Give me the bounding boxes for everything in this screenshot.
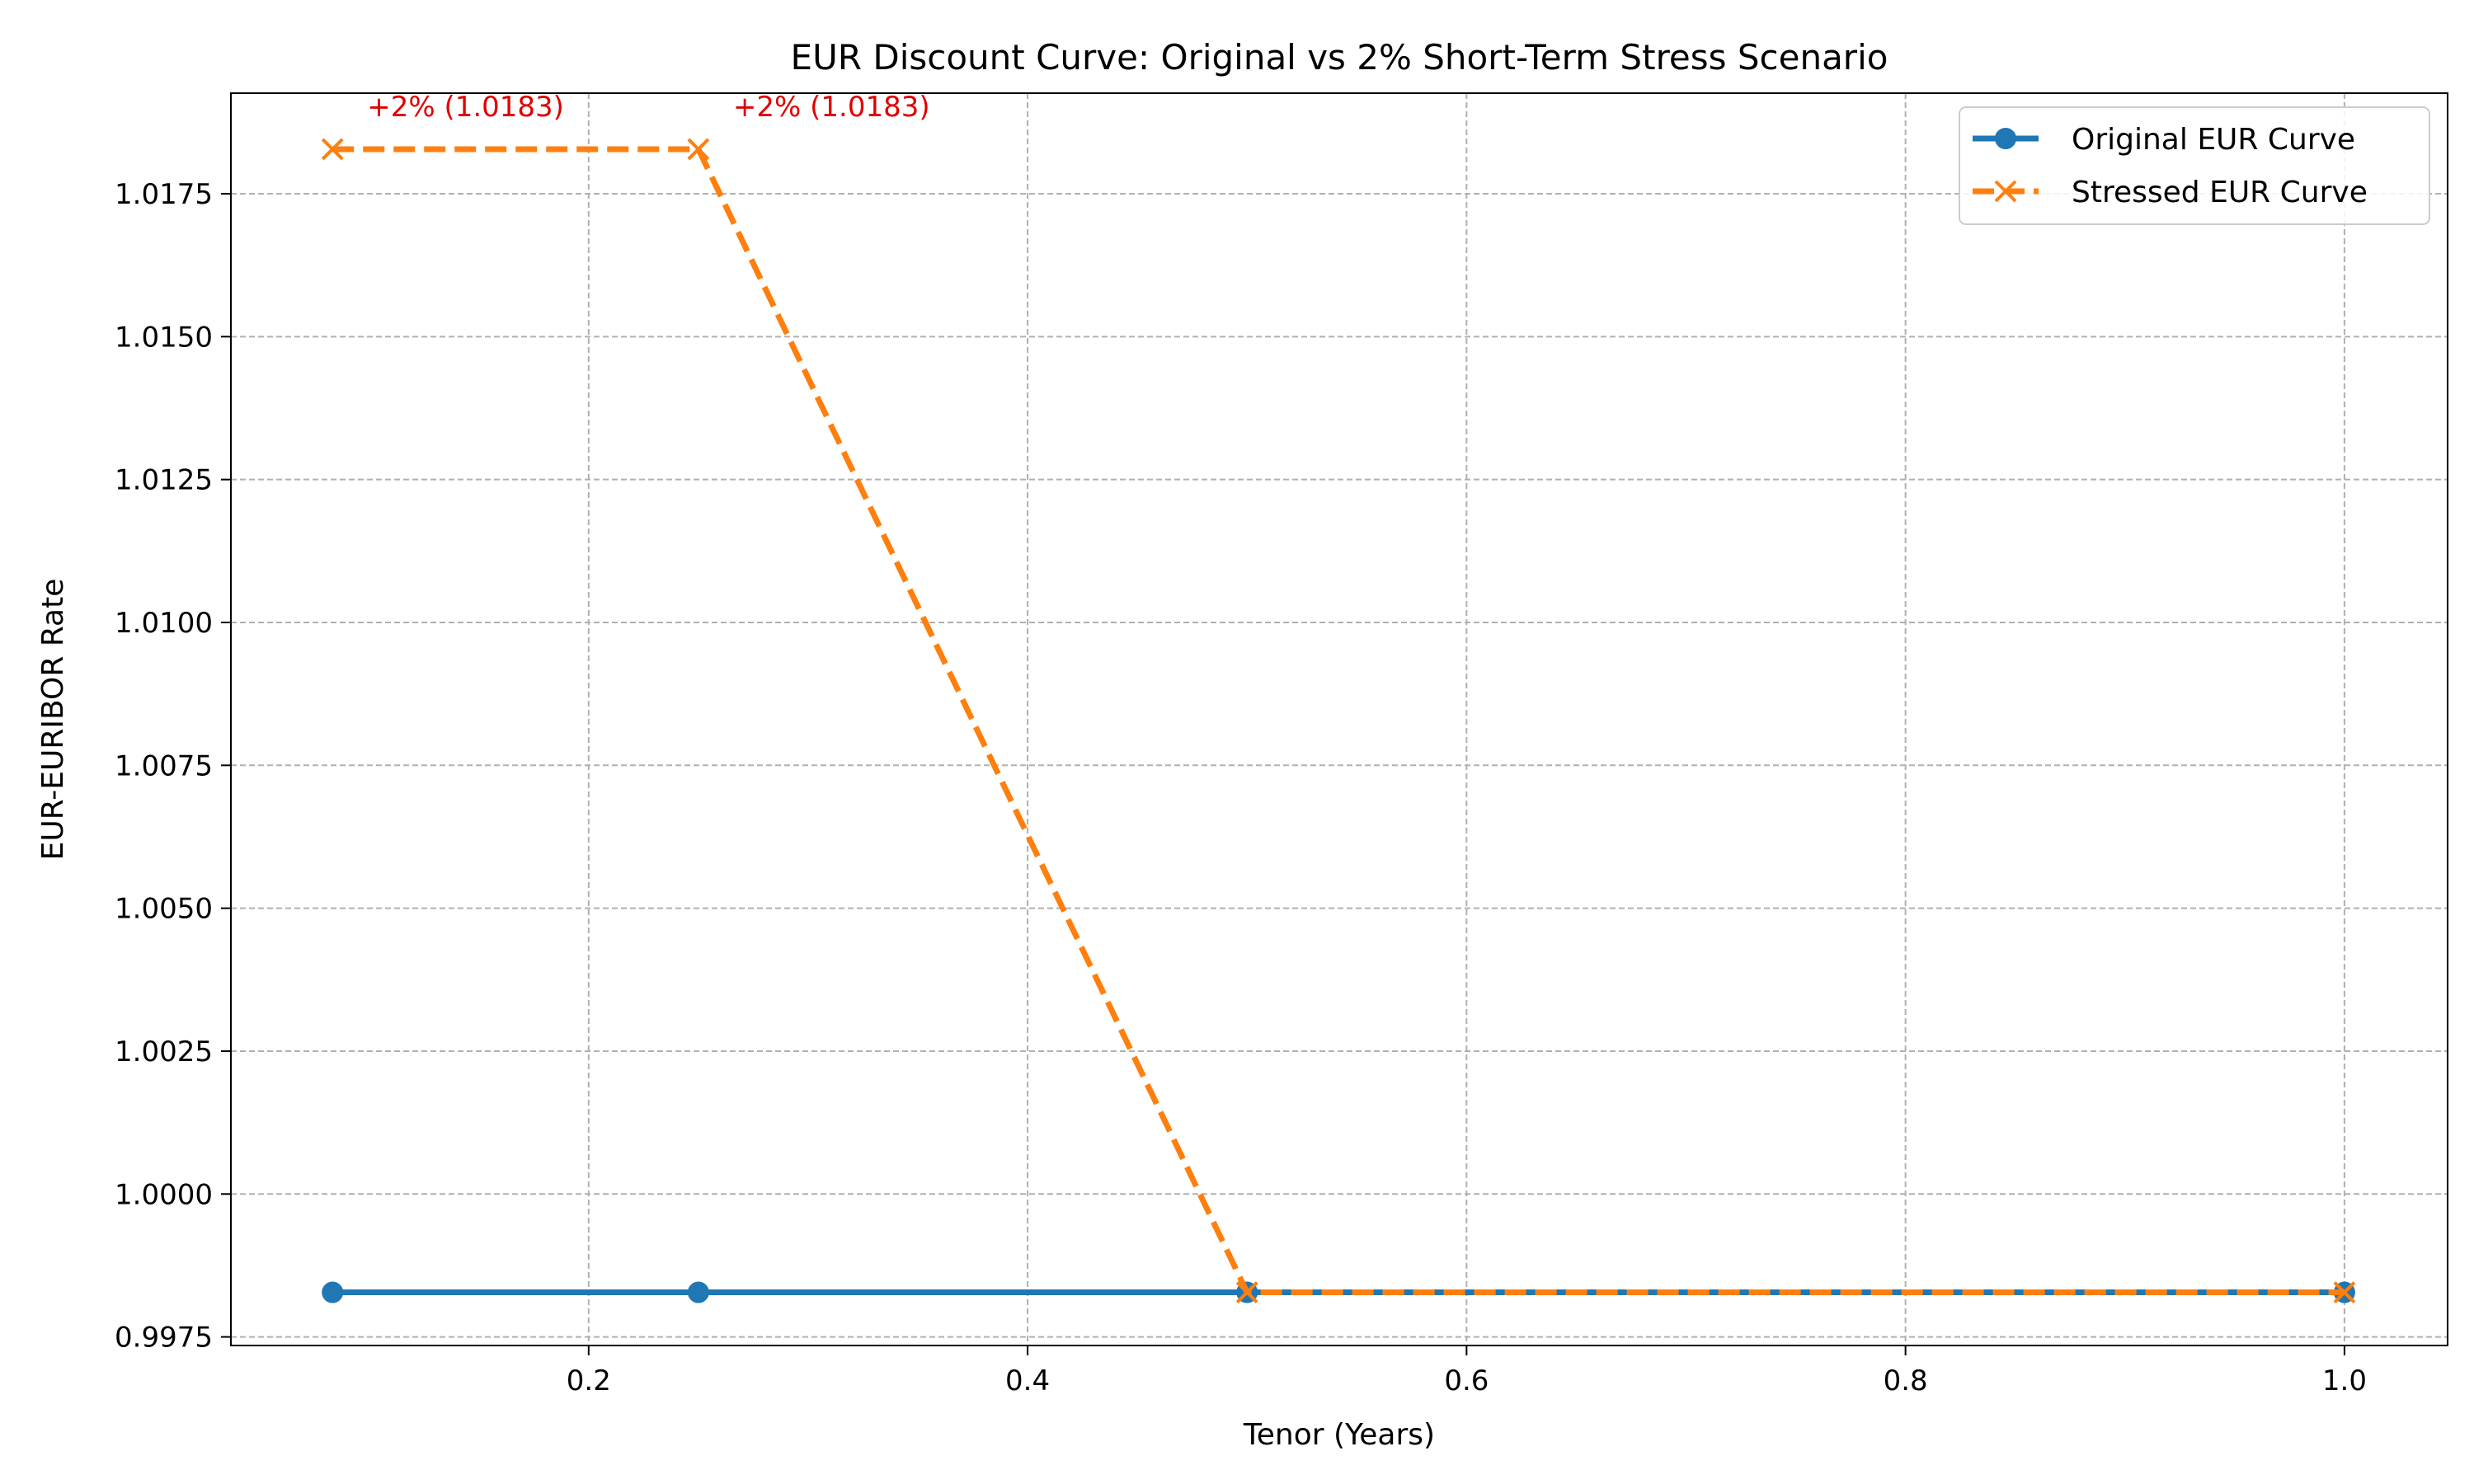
- y-tick-label: 0.9975: [115, 1322, 213, 1355]
- series-2: [321, 138, 2356, 1303]
- y-tick-label: 1.0000: [115, 1178, 213, 1211]
- y-tick-label: 1.0150: [115, 321, 213, 354]
- x-tick-label: 1.0: [2322, 1364, 2367, 1397]
- x-tick-label: 0.8: [1884, 1364, 1928, 1397]
- legend-entry: Stressed EUR Curve: [1973, 176, 2368, 209]
- data-point-x: [1994, 180, 2017, 203]
- legend-entry: Original EUR Curve: [1973, 123, 2355, 157]
- y-tick-label: 1.0175: [115, 178, 213, 211]
- y-axis-label: EUR-EURIBOR Rate: [36, 579, 70, 861]
- chart-title: EUR Discount Curve: Original vs 2% Short…: [791, 37, 1888, 77]
- y-axis-ticks: 0.9975 1.0000 1.0025 1.0050 1.0075 1.0100 1.01…: [115, 178, 231, 1355]
- annotations: +2% (1.0183) +2% (1.0183): [367, 91, 929, 124]
- y-tick-label: 1.0050: [115, 893, 213, 926]
- series-lines: [321, 138, 2356, 1303]
- y-tick-label: 1.0100: [115, 607, 213, 640]
- legend-box: [1959, 106, 2430, 225]
- y-tick-label: 1.0075: [115, 749, 213, 782]
- data-point-circle: [1995, 128, 2016, 149]
- annotation-label: +2% (1.0183): [733, 91, 930, 124]
- y-tick-label: 1.0125: [115, 464, 213, 497]
- x-axis-ticks: 0.2 0.4 0.6 0.8 1.0: [567, 1345, 2367, 1397]
- data-point-circle: [322, 1281, 344, 1303]
- x-marker-stroke: [687, 138, 710, 161]
- data-point-x: [1235, 1281, 1258, 1303]
- x-tick-label: 0.4: [1005, 1364, 1050, 1397]
- x-marker-stroke: [2333, 1281, 2356, 1303]
- x-axis-label: Tenor (Years): [1243, 1418, 1435, 1452]
- legend-label: Stressed EUR Curve: [2072, 176, 2368, 209]
- x-tick-label: 0.6: [1444, 1364, 1489, 1397]
- data-point-x: [2333, 1281, 2356, 1303]
- x-marker-stroke: [1994, 180, 2017, 203]
- x-marker-stroke: [321, 138, 344, 161]
- x-marker-stroke: [1235, 1281, 1258, 1303]
- annotation-label: +2% (1.0183): [367, 91, 564, 124]
- series-line: [332, 146, 2345, 1296]
- y-tick-label: 1.0025: [115, 1036, 213, 1068]
- x-tick-label: 0.2: [567, 1364, 611, 1397]
- legend-label: Original EUR Curve: [2072, 123, 2355, 157]
- data-point-x: [321, 138, 344, 161]
- legend: Original EUR Curve Stressed EUR Curve: [1959, 106, 2430, 225]
- data-point-x: [687, 138, 710, 161]
- plot-area-frame: [230, 92, 2448, 1346]
- data-point-circle: [687, 1281, 709, 1303]
